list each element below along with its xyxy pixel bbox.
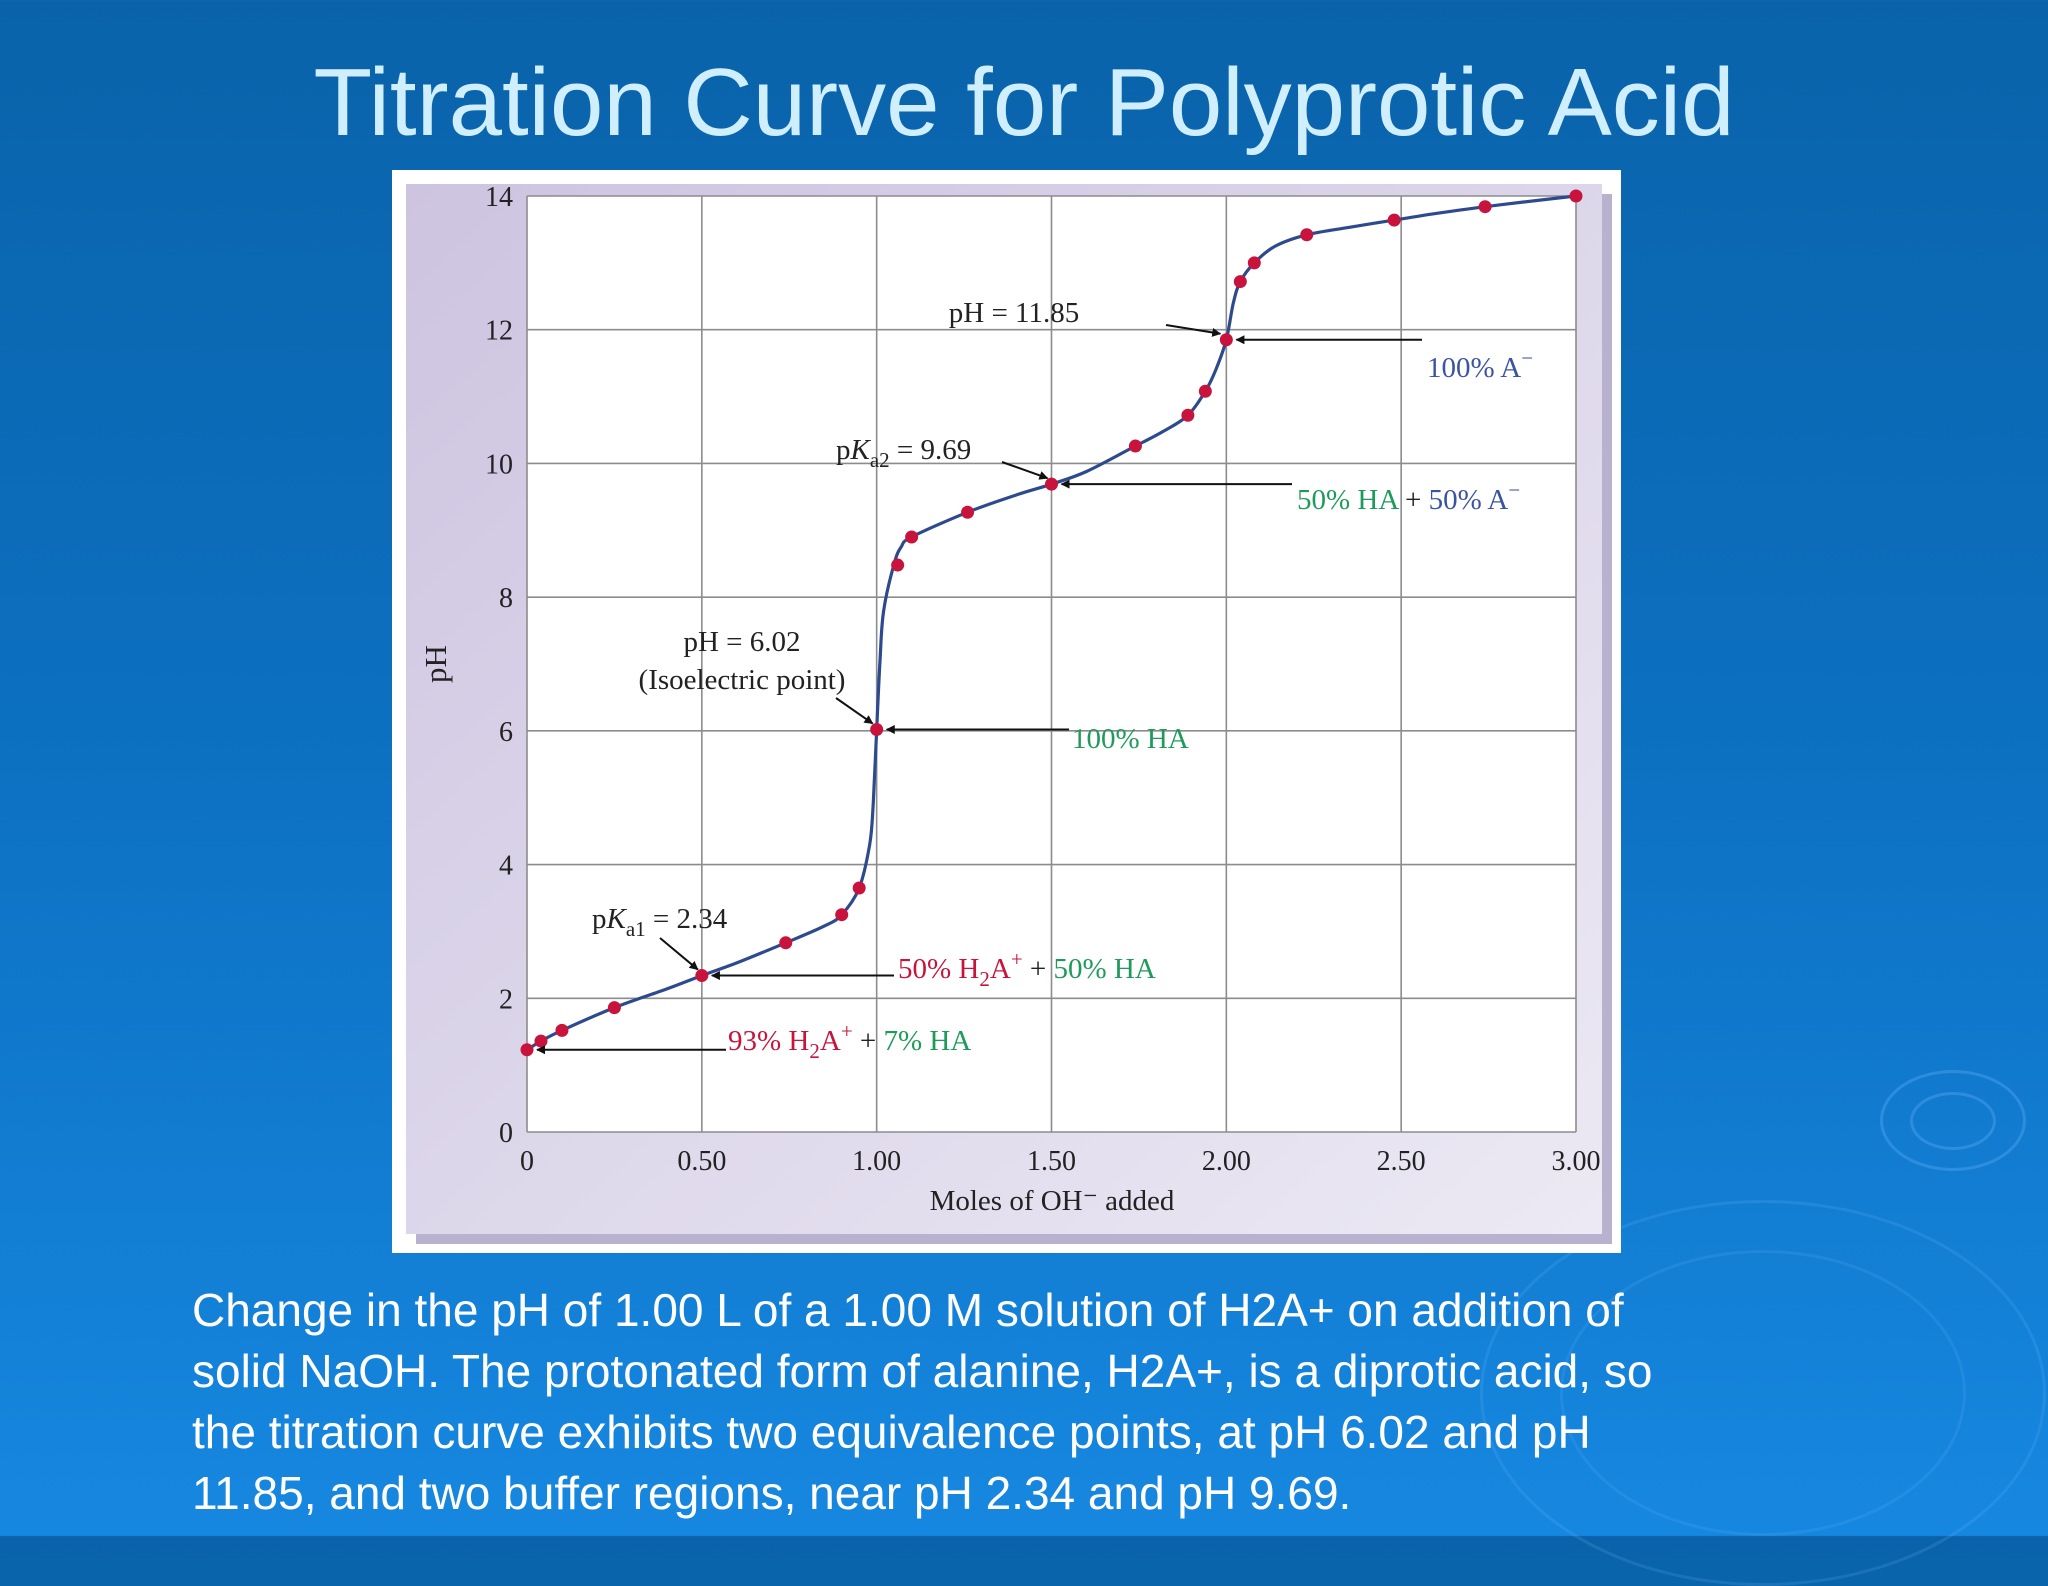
- arrow-pka1: [659, 937, 699, 971]
- data-point: [1300, 228, 1314, 242]
- data-point: [1045, 477, 1058, 491]
- caption-line: solid NaOH. The protonated form of alani…: [192, 1345, 1653, 1397]
- x-tick-label: 2.50: [1377, 1146, 1426, 1177]
- grid-lines: [526, 195, 1577, 1133]
- label-mix-pka1: 50% H2A+ + 50% HA: [898, 947, 1156, 991]
- data-point: [1181, 408, 1195, 422]
- data-point: [1478, 200, 1492, 214]
- label-mix-isoelectric: 100% HA: [1072, 723, 1189, 755]
- x-tick-label: 3.00: [1552, 1146, 1601, 1177]
- titration-chart: 0 0.50 1.00 1.50 2.00 2.50 3.00 0 2 4 6 8 10 12 14 Mol…: [406, 182, 1612, 1244]
- data-point: [520, 1043, 534, 1057]
- arrow-ph-11-85: [1165, 324, 1222, 337]
- x-tick-label: 2.00: [1202, 1146, 1251, 1177]
- ripple-decoration: [1880, 1070, 2026, 1171]
- data-points: [520, 189, 1583, 1057]
- data-point: [891, 558, 905, 572]
- annotation-isoelectric-label: (Isoelectric point): [639, 664, 846, 696]
- data-point: [835, 908, 849, 922]
- x-axis-label: Moles of OH⁻ added: [930, 1185, 1175, 1217]
- data-point: [1128, 439, 1142, 453]
- caption-line: Change in the pH of 1.00 L of a 1.00 M s…: [192, 1284, 1624, 1336]
- ripple-decoration: [1560, 1250, 1966, 1536]
- data-point: [779, 936, 793, 950]
- data-point: [1233, 275, 1247, 289]
- annotation-pka2: pKa2 = 9.69: [836, 434, 971, 472]
- titration-curve: [526, 194, 1577, 1052]
- caption-line: 11.85, and two buffer regions, near pH 2…: [192, 1467, 1352, 1519]
- data-point: [1219, 333, 1233, 347]
- data-point: [852, 881, 866, 895]
- data-point: [905, 530, 919, 544]
- label-mix-end: 100% A−: [1427, 346, 1533, 384]
- y-tick-label: 2: [499, 984, 513, 1015]
- y-tick-label: 8: [499, 583, 513, 614]
- y-tick-label: 0: [499, 1118, 513, 1149]
- annotation-ph-11-85: pH = 11.85: [949, 297, 1079, 329]
- data-point: [1247, 256, 1261, 270]
- label-mix-pka2: 50% HA + 50% A−: [1297, 478, 1520, 516]
- y-axis-label: pH: [418, 645, 453, 683]
- data-point: [1198, 384, 1212, 398]
- annotation-arrows: [536, 324, 1422, 1055]
- data-point: [870, 723, 884, 737]
- caption-line: the titration curve exhibits two equival…: [192, 1406, 1591, 1458]
- tick-labels: 0 0.50 1.00 1.50 2.00 2.50 3.00 0 2 4 6 8 10 12 14: [485, 182, 1601, 1177]
- data-point: [1387, 213, 1401, 227]
- y-tick-label: 14: [485, 182, 513, 213]
- y-tick-label: 6: [499, 717, 513, 748]
- data-point: [1569, 189, 1583, 203]
- data-point: [555, 1023, 569, 1037]
- annotation-isoelectric-ph: pH = 6.02: [683, 626, 800, 658]
- data-point: [695, 969, 709, 983]
- label-mix-start: 93% H2A+ + 7% HA: [728, 1019, 971, 1063]
- slide-caption: Change in the pH of 1.00 L of a 1.00 M s…: [192, 1280, 1892, 1524]
- x-tick-label: 0: [520, 1146, 534, 1177]
- annotation-pka1: pKa1 = 2.34: [592, 903, 728, 941]
- ripple-decoration: [1910, 1092, 1996, 1150]
- slide-title: Titration Curve for Polyprotic Acid: [313, 49, 1735, 156]
- data-point: [607, 1001, 621, 1015]
- x-tick-label: 1.50: [1027, 1146, 1076, 1177]
- y-tick-label: 10: [485, 449, 513, 480]
- arrow-isoelectric: [835, 697, 874, 725]
- figure-frame: 0 0.50 1.00 1.50 2.00 2.50 3.00 0 2 4 6 8 10 12 14 Mol…: [392, 170, 1621, 1253]
- data-point: [534, 1034, 548, 1048]
- y-tick-label: 12: [485, 316, 513, 347]
- arrow-pka2: [1001, 461, 1049, 480]
- x-tick-label: 0.50: [677, 1146, 726, 1177]
- y-tick-label: 4: [499, 851, 513, 882]
- data-point: [961, 505, 975, 519]
- x-tick-label: 1.00: [852, 1146, 901, 1177]
